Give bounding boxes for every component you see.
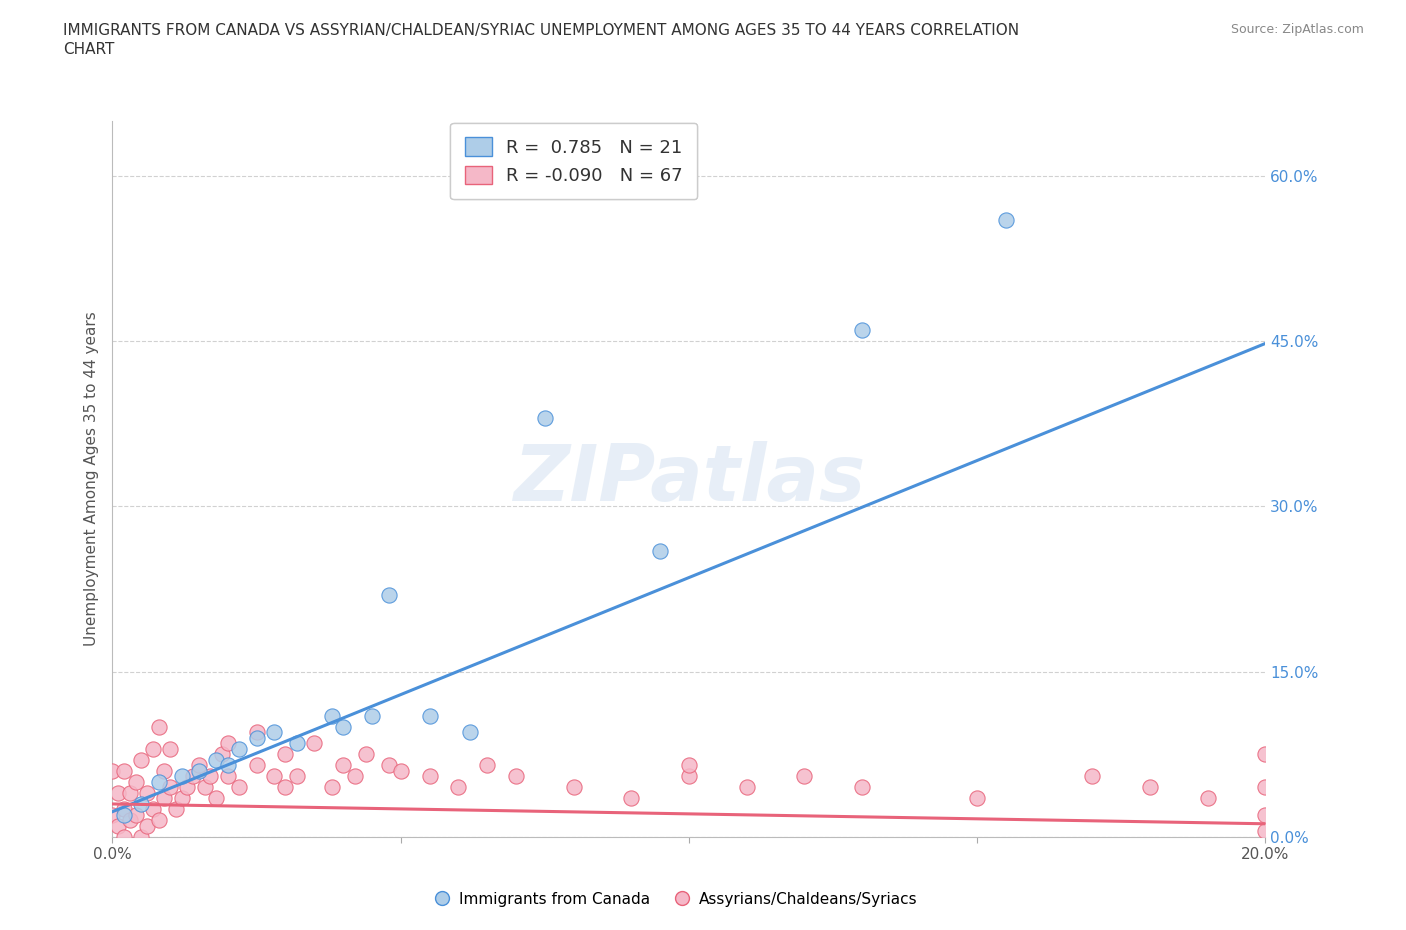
Legend: R =  0.785   N = 21, R = -0.090   N = 67: R = 0.785 N = 21, R = -0.090 N = 67 [450,123,697,199]
Point [851,780,873,795]
Point [112,807,135,822]
Point [966,791,988,806]
Point [735,780,758,795]
Point [194,780,217,795]
Point [1254,747,1277,762]
Point [112,764,135,778]
Point [200,769,222,784]
Point [1081,769,1104,784]
Point [285,736,308,751]
Point [107,786,129,801]
Point [995,213,1018,228]
Point [246,730,269,745]
Point [148,775,170,790]
Point [285,769,308,784]
Point [217,769,239,784]
Point [1254,807,1277,822]
Point [354,747,377,762]
Y-axis label: Unemployment Among Ages 35 to 44 years: Unemployment Among Ages 35 to 44 years [83,312,98,646]
Point [378,587,401,602]
Point [112,830,135,844]
Point [129,796,153,811]
Point [170,769,193,784]
Point [650,543,672,558]
Point [129,830,153,844]
Point [678,758,700,773]
Point [228,741,250,756]
Point [101,807,124,822]
Point [332,720,354,735]
Point [205,752,228,767]
Legend: Immigrants from Canada, Assyrians/Chaldeans/Syriacs: Immigrants from Canada, Assyrians/Chalde… [426,885,924,913]
Point [447,780,470,795]
Text: Source: ZipAtlas.com: Source: ZipAtlas.com [1230,23,1364,36]
Point [263,724,285,739]
Text: CHART: CHART [63,42,115,57]
Point [176,780,198,795]
Point [148,720,170,735]
Point [851,323,873,338]
Point [101,764,124,778]
Point [321,780,343,795]
Point [118,813,141,828]
Point [274,747,297,762]
Text: ZIPatlas: ZIPatlas [513,441,865,517]
Point [360,709,382,724]
Point [263,769,285,784]
Point [343,769,366,784]
Point [188,764,211,778]
Point [165,802,187,817]
Point [1197,791,1219,806]
Point [188,758,211,773]
Point [332,758,354,773]
Point [205,791,228,806]
Point [419,769,441,784]
Point [534,411,557,426]
Point [505,769,527,784]
Point [793,769,815,784]
Point [148,813,170,828]
Point [159,780,181,795]
Point [678,769,700,784]
Point [136,818,159,833]
Point [159,741,181,756]
Point [112,802,135,817]
Point [142,741,165,756]
Point [419,709,441,724]
Point [620,791,643,806]
Point [217,758,239,773]
Point [246,724,269,739]
Point [475,758,499,773]
Point [246,758,269,773]
Point [389,764,412,778]
Point [458,724,481,739]
Point [124,807,146,822]
Point [181,769,204,784]
Point [228,780,250,795]
Point [153,791,176,806]
Point [118,786,141,801]
Point [211,747,233,762]
Point [562,780,585,795]
Point [107,818,129,833]
Point [129,752,153,767]
Point [304,736,326,751]
Point [321,709,343,724]
Point [124,775,146,790]
Point [1254,780,1277,795]
Point [142,802,165,817]
Point [1139,780,1161,795]
Point [136,786,159,801]
Text: IMMIGRANTS FROM CANADA VS ASSYRIAN/CHALDEAN/SYRIAC UNEMPLOYMENT AMONG AGES 35 TO: IMMIGRANTS FROM CANADA VS ASSYRIAN/CHALD… [63,23,1019,38]
Point [217,736,239,751]
Point [274,780,297,795]
Point [153,764,176,778]
Point [1254,824,1277,839]
Point [378,758,401,773]
Point [170,791,193,806]
